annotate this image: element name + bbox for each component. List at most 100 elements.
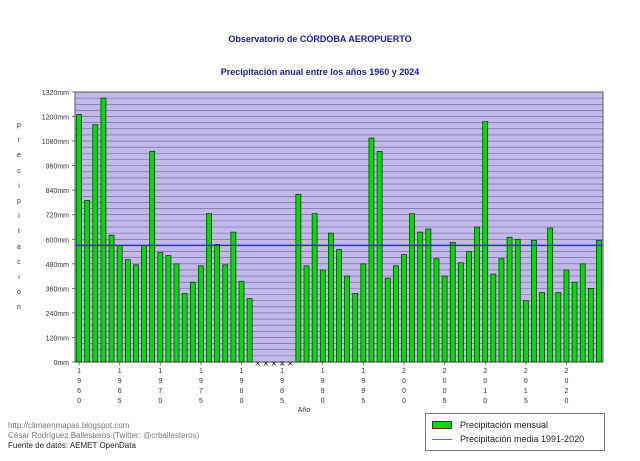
bar (441, 275, 448, 363)
chart-legend: Precipitación mensual Precipitación medi… (425, 413, 605, 451)
bar (531, 239, 537, 363)
bar (514, 238, 521, 363)
bar (328, 232, 334, 363)
y-tick-label: 1080mm (42, 139, 69, 146)
bar (198, 265, 204, 363)
bar (124, 259, 131, 363)
bar (149, 150, 156, 363)
bar (449, 241, 456, 363)
bar (376, 150, 383, 363)
bar (238, 280, 245, 363)
bar (368, 137, 375, 363)
y-axis-label-char: i (18, 213, 20, 221)
bar (498, 258, 505, 363)
chart-subtitle: Precipitación anual entre los años 1960 … (220, 67, 420, 77)
bar (246, 298, 253, 363)
bar (433, 258, 440, 363)
bar (165, 255, 172, 363)
bar (189, 281, 196, 363)
y-axis-label-char: e (17, 152, 21, 160)
bar (181, 293, 188, 363)
bar (344, 275, 350, 363)
missing-data-marker: × (271, 359, 278, 368)
y-axis-label-char: ó (17, 289, 21, 297)
bar (108, 234, 115, 363)
x-axis-label: Año (298, 407, 311, 414)
bar (384, 277, 391, 363)
legend-label-mean: Precipitación media 1991-2020 (460, 434, 585, 444)
bar (425, 228, 432, 363)
y-tick-label: 960mm (46, 164, 70, 171)
credit-source: Fuente de datos: AEMET OpenData (8, 441, 136, 450)
bar (157, 252, 164, 363)
bar (457, 262, 464, 363)
y-tick-label: 720mm (46, 213, 70, 220)
legend-swatch-bars (432, 421, 452, 429)
y-axis-label-char: p (17, 198, 21, 205)
y-axis-label-char: i (18, 182, 20, 190)
bar (336, 249, 342, 363)
y-tick-label: 120mm (46, 335, 70, 342)
legend-swatch-mean (432, 438, 452, 440)
bar (555, 292, 562, 363)
bar (547, 227, 554, 363)
bar (76, 114, 82, 363)
bar (401, 254, 407, 363)
bar (587, 288, 594, 363)
legend-item-mean: Precipitación media 1991-2020 (432, 433, 584, 445)
bar (474, 226, 480, 363)
bar (222, 264, 229, 363)
y-tick-label: 600mm (46, 237, 70, 244)
y-axis-label-char: c (17, 258, 21, 266)
y-tick-label: 0mm (53, 360, 69, 367)
bar (141, 245, 147, 363)
y-tick-label: 480mm (46, 262, 70, 269)
y-tick-label: 240mm (46, 311, 70, 318)
y-axis-label-char: a (17, 243, 21, 251)
bar (409, 213, 415, 363)
legend-label-bars: Precipitación mensual (460, 420, 549, 430)
bar (92, 124, 99, 363)
y-axis-label-char: n (17, 304, 21, 312)
missing-data-marker: × (287, 359, 294, 368)
bar (392, 265, 399, 363)
bar (522, 300, 529, 363)
bar (596, 239, 602, 363)
bar (466, 251, 472, 363)
bar (506, 236, 513, 363)
missing-data-marker: × (254, 359, 261, 368)
bar (319, 269, 326, 363)
bar (303, 265, 310, 363)
y-axis-label-char: c (17, 167, 21, 175)
bar (539, 292, 545, 363)
bar (360, 263, 367, 363)
bar (214, 244, 221, 363)
bar (116, 245, 123, 363)
y-axis-label-char: i (18, 274, 20, 281)
missing-data-marker: × (263, 359, 270, 368)
y-tick-label: 1200mm (42, 115, 69, 122)
y-tick-label: 1320mm (42, 90, 69, 97)
bar (579, 263, 586, 363)
bar (417, 231, 424, 363)
bar (490, 273, 497, 363)
y-axis-label-char: p (17, 122, 21, 129)
bar (352, 293, 359, 363)
bar (206, 213, 212, 363)
bar (230, 231, 237, 363)
legend-item-bars: Precipitación mensual (432, 419, 548, 431)
y-tick-label: 360mm (46, 286, 70, 293)
y-axis-label-char: t (18, 228, 20, 236)
bar (311, 213, 318, 363)
